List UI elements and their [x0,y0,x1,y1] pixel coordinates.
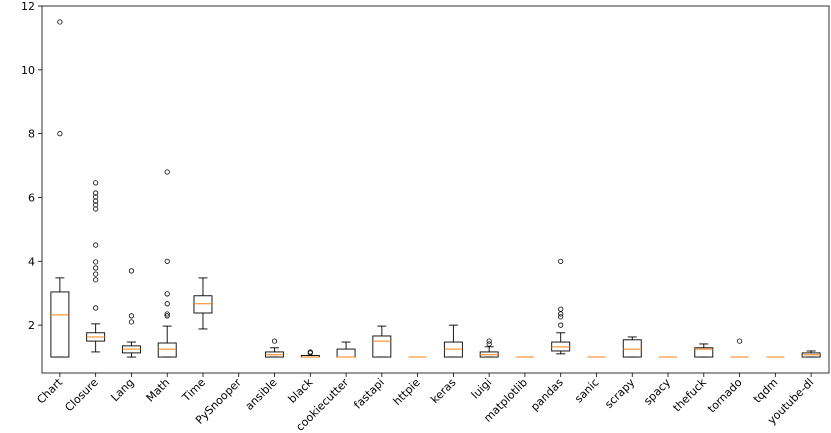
flier [558,322,564,328]
x-tick-label: thefuck [671,375,710,414]
flier [486,341,492,347]
box [622,339,642,358]
flier [164,311,170,317]
y-tick-label: 6 [28,191,35,204]
flier [164,291,170,297]
flier [93,198,99,204]
x-tick-label: ansible [243,376,280,413]
y-tick-label: 4 [28,255,35,268]
flier [486,338,492,344]
flier [93,277,99,283]
flier [93,265,99,271]
y-tick-label: 12 [21,0,35,13]
x-tick-label: tqdm [751,376,781,406]
flier [558,258,564,264]
flier [271,338,278,344]
box [157,342,177,358]
flier [128,319,135,325]
flier [93,190,99,196]
x-tick-label: tornado [705,376,745,416]
x-tick-label: Math [144,376,173,405]
x-tick-label: Chart [34,375,65,406]
flier [57,131,63,137]
x-tick-label: black [286,375,316,405]
flier [128,313,135,319]
flier [164,169,170,175]
box [50,291,70,358]
flier [558,311,564,317]
y-tick-label: 2 [28,319,35,332]
flier [736,338,743,344]
x-tick-label: Time [179,376,208,405]
flier [164,258,170,264]
x-tick-label: httpie [391,376,423,408]
flier [93,259,99,265]
box [694,347,714,358]
x-tick-label: scrapy [602,376,637,411]
box [193,295,213,314]
y-tick-label: 8 [28,128,35,141]
x-tick-label: Closure [62,376,101,415]
flier [164,301,170,307]
y-tick-label: 10 [21,64,35,77]
plot-frame [41,5,830,374]
flier [93,242,99,248]
flier [57,19,63,25]
box [372,335,392,358]
x-tick-label: Lang [108,376,136,404]
x-tick-label: keras [428,376,458,406]
x-tick-label: sanic [572,376,601,405]
flier [93,271,99,277]
flier [93,305,99,311]
x-tick-label: pandas [528,376,566,414]
x-tick-label: fastapi [351,376,387,412]
box [336,348,356,358]
flier [164,313,170,319]
flier [558,306,564,312]
flier [93,206,99,212]
flier [93,180,99,186]
x-tick-label: luigi [469,376,495,402]
flier [128,268,135,274]
flier [558,314,564,320]
flier [307,350,313,356]
x-tick-label: spacy [641,376,673,408]
